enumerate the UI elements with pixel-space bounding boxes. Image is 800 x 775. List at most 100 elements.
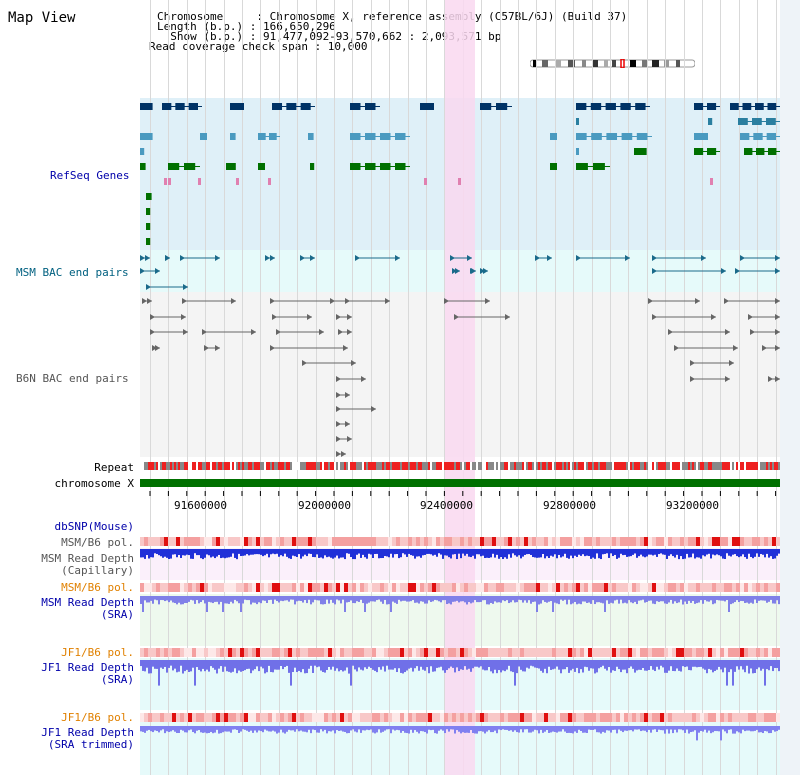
repeat-element <box>294 462 296 470</box>
polymorphism-cell <box>240 537 244 546</box>
dbsnp-label[interactable]: dbSNP(Mouse) <box>54 520 134 533</box>
repeat-element <box>702 462 704 470</box>
repeat-element <box>392 462 394 470</box>
read-depth-bar <box>682 549 684 560</box>
read-depth-bar <box>520 596 522 601</box>
polymorphism-cell <box>676 537 680 546</box>
polymorphism-cell <box>288 537 292 546</box>
read-depth-bar <box>410 549 412 556</box>
read-depth-bar <box>554 726 556 733</box>
gene-exon <box>300 103 311 110</box>
read-depth-bar <box>378 549 380 559</box>
read-depth-bar <box>410 726 412 730</box>
read-depth-bar <box>200 549 202 559</box>
read-depth-bar <box>772 660 774 672</box>
polymorphism-cell <box>252 648 256 657</box>
repeat-element <box>372 462 374 470</box>
read-depth-bar <box>576 726 578 733</box>
polymorphism-cell <box>328 583 332 592</box>
read-depth-bar <box>692 726 694 732</box>
read-depth-bar <box>304 660 306 674</box>
read-depth-bar <box>356 726 358 733</box>
read-depth-bar <box>266 726 268 731</box>
polymorphism-cell <box>144 713 148 722</box>
read-depth-bar <box>394 549 396 555</box>
gene-exon <box>480 103 492 110</box>
read-depth-bar <box>692 549 694 554</box>
read-depth-bar <box>670 596 672 600</box>
read-depth-bar <box>472 596 474 603</box>
read-depth-bar <box>270 596 272 600</box>
polymorphism-cell <box>640 537 644 546</box>
read-depth-bar <box>330 660 332 670</box>
bac-end-marker <box>648 298 653 304</box>
genome-viewer-panel[interactable] <box>140 0 780 775</box>
read-depth-bar <box>220 726 222 734</box>
read-depth-bar <box>760 596 762 601</box>
polymorphism-cell <box>164 713 168 722</box>
read-depth-bar <box>406 596 408 602</box>
polymorphism-cell <box>276 537 280 546</box>
repeat-element <box>218 462 220 470</box>
gene-exon <box>230 103 244 110</box>
read-depth-bar <box>440 596 442 603</box>
read-depth-bar <box>678 660 680 671</box>
read-depth-bar <box>296 596 298 602</box>
read-depth-bar <box>250 549 252 555</box>
refseq-genes-label[interactable]: RefSeq Genes <box>50 169 130 182</box>
position-axis <box>140 490 780 504</box>
bac-end-marker <box>251 329 256 335</box>
read-depth-bar <box>532 549 534 558</box>
polymorphism-cell <box>616 537 620 546</box>
right-scroll-strip[interactable] <box>780 0 800 775</box>
read-depth-bar <box>306 660 308 674</box>
read-depth-bar <box>232 726 234 730</box>
jf1-depth-sub: (SRA) <box>100 673 134 686</box>
polymorphism-cell <box>616 713 620 722</box>
polymorphism-cell <box>348 713 352 722</box>
repeat-element <box>592 462 594 470</box>
read-depth-bar <box>660 549 662 554</box>
read-depth-bar <box>350 660 352 686</box>
read-depth-bar <box>254 596 256 603</box>
polymorphism-cell <box>236 648 240 657</box>
polymorphism-cell <box>292 537 296 546</box>
repeat-element <box>358 462 360 470</box>
msm-bac-label[interactable]: MSM BAC end pairs <box>16 266 129 279</box>
read-depth-bar <box>198 726 200 731</box>
polymorphism-cell <box>572 583 576 592</box>
read-depth-bar <box>628 549 630 557</box>
read-depth-bar <box>192 726 194 733</box>
read-depth-bar <box>754 549 756 557</box>
read-depth-bar <box>352 726 354 730</box>
repeat-element <box>212 462 214 470</box>
read-depth-bar <box>142 726 144 732</box>
b6n-bac-label[interactable]: B6N BAC end pairs <box>16 372 129 385</box>
read-depth-bar <box>776 660 778 668</box>
read-depth-bar <box>164 549 166 557</box>
polymorphism-cell <box>268 537 272 546</box>
read-depth-bar <box>416 726 418 732</box>
read-depth-bar <box>460 549 462 559</box>
repeat-element <box>256 462 258 470</box>
bac-end-marker <box>270 255 275 261</box>
gene-exon <box>272 103 283 110</box>
repeat-element <box>766 462 768 470</box>
read-depth-bar <box>282 549 284 557</box>
repeat-element <box>612 462 614 470</box>
read-depth-bar <box>314 660 316 666</box>
repeat-element <box>342 462 344 470</box>
read-depth-bar <box>422 660 424 670</box>
read-depth-bar <box>530 549 532 555</box>
read-depth-bar <box>504 660 506 672</box>
feature-tracks[interactable] <box>140 0 780 775</box>
read-depth-bar <box>246 726 248 731</box>
read-depth-bar <box>200 726 202 733</box>
read-depth-bar <box>192 596 194 601</box>
read-depth-bar <box>714 726 716 732</box>
chromosome-ideogram[interactable] <box>529 53 696 69</box>
read-depth-bar <box>726 596 728 601</box>
polymorphism-cell <box>144 583 148 592</box>
read-depth-bar <box>324 726 326 730</box>
polymorphism-cell <box>440 537 444 546</box>
